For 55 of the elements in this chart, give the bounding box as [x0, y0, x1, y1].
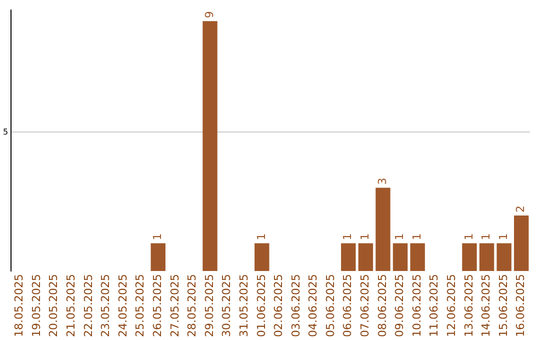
bar — [358, 243, 374, 272]
x-tick-label: 30.05.2025 — [220, 274, 234, 338]
data-label: 1 — [462, 233, 476, 240]
x-tick-label: 19.05.2025 — [30, 274, 43, 338]
x-tick-label: 28.05.2025 — [186, 274, 199, 338]
x-tick-label: 07.06.2025 — [358, 274, 372, 338]
x-tick-label: 14.06.2025 — [480, 274, 493, 338]
data-label: 1 — [150, 233, 164, 240]
x-tick-label: 16.06.2025 — [514, 274, 528, 338]
data-label: 2 — [514, 205, 528, 212]
bar — [462, 243, 477, 272]
x-tick-label: 13.06.2025 — [462, 274, 476, 338]
bar — [496, 243, 512, 272]
x-tick-label: 20.05.2025 — [47, 274, 60, 338]
x-tick-label: 25.05.2025 — [134, 274, 147, 338]
data-label: 3 — [376, 178, 389, 185]
x-tick-label: 29.05.2025 — [202, 274, 216, 338]
x-tick-label: 06.06.2025 — [341, 274, 354, 338]
x-tick-label: 05.06.2025 — [324, 274, 337, 338]
bar — [514, 215, 529, 272]
data-label: 1 — [254, 233, 268, 240]
data-label: 1 — [358, 233, 372, 240]
data-label: 1 — [480, 233, 493, 240]
bar — [150, 243, 166, 272]
x-tick-label: 02.06.2025 — [272, 274, 286, 338]
data-label: 1 — [393, 233, 406, 240]
bar — [392, 243, 408, 272]
x-tick-label: 31.05.2025 — [237, 274, 250, 338]
x-tick-label: 15.06.2025 — [496, 274, 510, 338]
x-tick-label: 11.06.2025 — [428, 274, 441, 338]
data-label: 1 — [341, 233, 354, 240]
bar — [202, 21, 218, 272]
bar — [479, 243, 494, 272]
x-tick-label: 18.05.2025 — [12, 274, 26, 338]
x-tick-label: 01.06.2025 — [254, 274, 268, 338]
bar — [254, 243, 270, 272]
x-tick-label: 09.06.2025 — [393, 274, 406, 338]
y-tick-label: 5 — [2, 127, 8, 136]
x-tick-label: 10.06.2025 — [410, 274, 424, 338]
data-label: 1 — [410, 233, 424, 240]
x-tick-label: 26.05.2025 — [150, 274, 164, 338]
x-tick-label: 03.06.2025 — [289, 274, 302, 338]
x-tick-label: 08.06.2025 — [376, 274, 389, 338]
x-tick-label: 23.05.2025 — [99, 274, 112, 338]
x-tick-label: 27.05.2025 — [168, 274, 182, 338]
x-tick-label: 22.05.2025 — [82, 274, 95, 338]
data-label: 1 — [496, 233, 510, 240]
bar — [341, 243, 356, 272]
data-label: 9 — [202, 11, 216, 18]
bar — [410, 243, 425, 272]
bar — [376, 188, 390, 272]
x-tick-label: 21.05.2025 — [64, 274, 78, 338]
x-tick-label: 24.05.2025 — [116, 274, 130, 338]
x-tick-label: 04.06.2025 — [306, 274, 320, 338]
x-tick-label: 12.06.2025 — [445, 274, 458, 338]
